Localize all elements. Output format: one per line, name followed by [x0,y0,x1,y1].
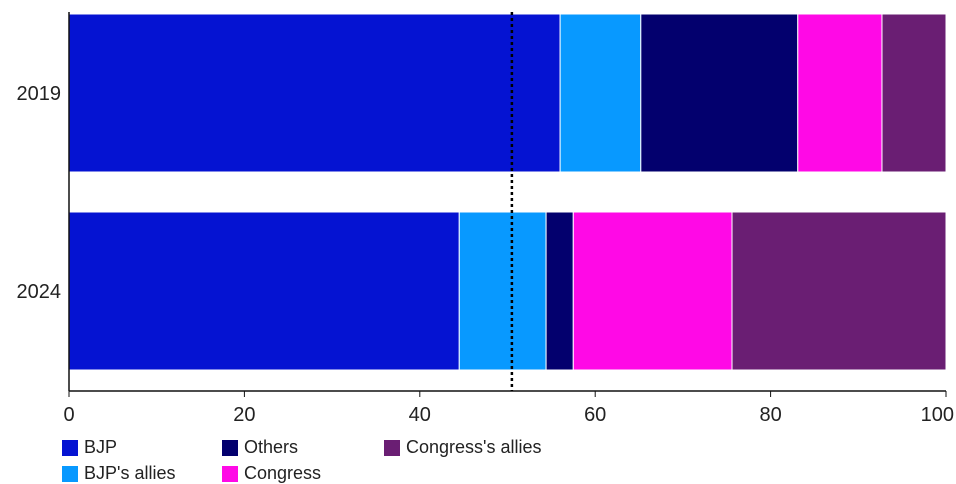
legend-item: Others [222,437,298,458]
bar-segment-2019-4 [881,13,947,173]
bar-segment-2024-2 [545,211,574,371]
bar-segment-2019-3 [797,13,883,173]
legend-item: Congress's allies [384,437,542,458]
legend-label: Others [244,437,299,457]
legend-item: BJP [62,437,117,458]
legend-swatch [222,465,238,482]
bar-segment-2019-1 [559,13,642,173]
legend-item: Congress [222,463,321,484]
bar-segment-2024-4 [731,211,947,371]
bar-segment-2024-1 [458,211,547,371]
x-tick-label: 20 [233,404,255,426]
x-tick-label: 40 [409,404,431,426]
x-tick-label: 100 [921,404,954,426]
x-tick-label: 0 [63,404,74,426]
legend-label: BJP [84,437,118,457]
x-ticks-layer: 0 20 40 60 80 100 [63,391,954,426]
legend-label: Congress's allies [406,437,542,457]
bars-layer [68,13,947,371]
legend-label: Congress [244,463,322,483]
legend: BJP BJP's allies Others Congress Congress's … [62,437,662,484]
y-labels-layer: 2019 2024 [17,83,62,303]
stacked-bar-chart: 0 20 40 60 80 100 2019 2024 [17,12,954,426]
x-tick-label: 80 [759,404,781,426]
y-tick-label: 2019 [17,83,62,105]
x-tick-label: 60 [584,404,606,426]
legend-label: BJP's allies [84,463,176,483]
bar-segment-2024-0 [68,211,460,371]
legend-swatch [62,465,78,482]
legend-item: BJP's allies [62,463,175,484]
legend-swatch [384,439,400,456]
legend-swatch [222,439,238,456]
legend-swatch [62,439,78,456]
y-tick-label: 2024 [17,281,62,303]
bar-segment-2019-0 [68,13,561,173]
bar-segment-2019-2 [640,13,799,173]
bar-segment-2024-3 [572,211,733,371]
